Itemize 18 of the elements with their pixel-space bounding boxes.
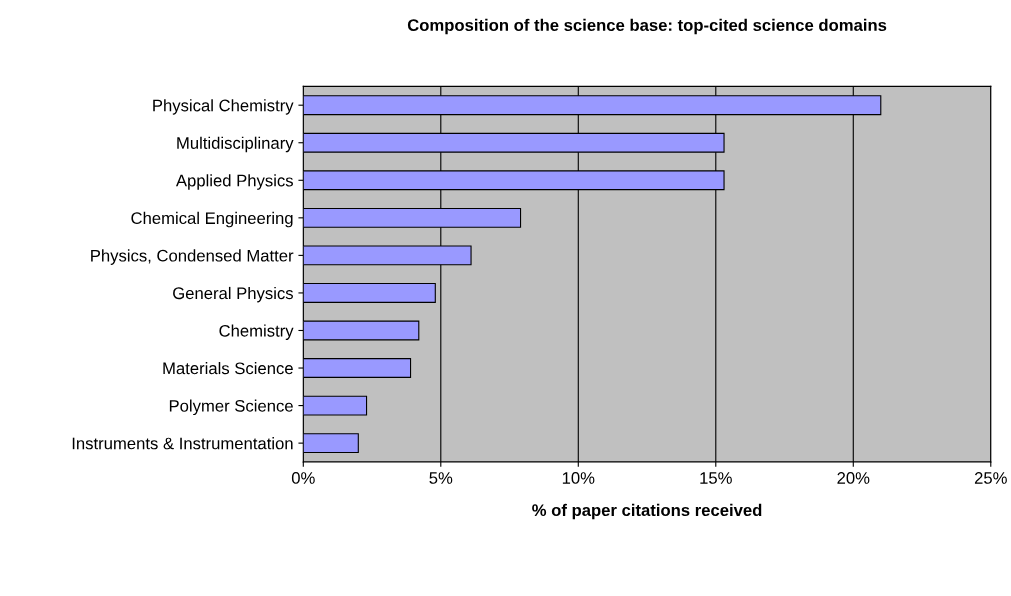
x-tick-label: 20%	[837, 472, 870, 484]
y-tick-label: Materials Science	[163, 361, 293, 375]
x-tick-label: 25%	[974, 472, 1007, 484]
y-tick-label: Polymer Science	[169, 399, 293, 416]
x-tick-label: 10%	[562, 472, 595, 484]
chart-title: Composition of the science base: top-cited science domains	[407, 18, 887, 35]
y-tick-label: General Physics	[173, 286, 293, 303]
y-tick-label: Multidisciplinary	[177, 136, 294, 153]
y-tick-label: Applied Physics	[175, 174, 293, 190]
x-axis-title: % of paper citations received	[532, 503, 762, 520]
y-tick-label: Physical Chemistry	[153, 99, 294, 115]
x-tick-label: 5%	[429, 472, 453, 484]
x-tick-label: 15%	[700, 472, 732, 484]
y-tick-label: Chemistry	[219, 324, 294, 340]
x-tick-label: 0%	[291, 472, 315, 484]
y-tick-label: Chemical Engineering	[131, 211, 293, 228]
y-tick-label: Instruments & Instrumentation	[72, 437, 293, 450]
y-tick-label: Physics, Condensed Matter	[91, 249, 294, 265]
